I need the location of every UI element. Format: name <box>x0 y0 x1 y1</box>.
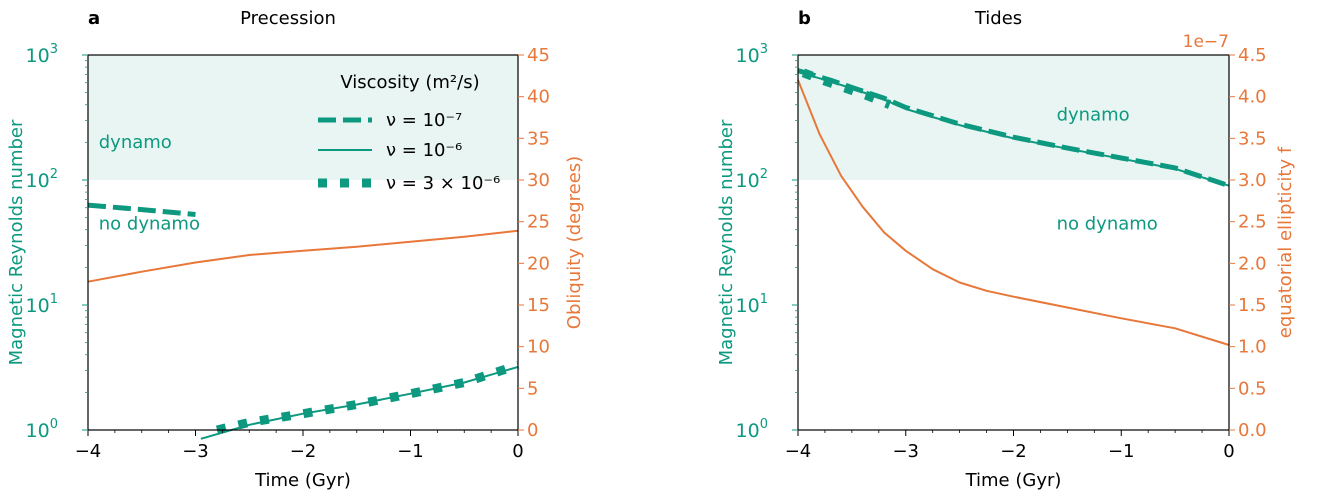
x-tick-label: −2 <box>290 441 317 462</box>
right-tick-label: 0.5 <box>1238 378 1267 399</box>
left-tick-label: 102 <box>26 167 58 192</box>
left-tick-label: 101 <box>26 292 58 317</box>
right-tick-label: 15 <box>527 295 550 316</box>
left-tick-label: 101 <box>736 292 768 317</box>
right-tick-label: 25 <box>527 212 550 233</box>
right-tick-label: 45 <box>527 45 550 66</box>
left-axis-ticks: 100 101 102 103 <box>26 42 88 442</box>
panel-label: b <box>798 8 811 29</box>
x-tick-label: −4 <box>785 441 812 462</box>
dynamo-region-shading <box>798 55 1229 180</box>
right-tick-label: 1.0 <box>1238 337 1267 358</box>
right-axis-label: equatorial ellipticity f <box>1275 146 1296 338</box>
series-line-orange-right <box>797 79 1230 346</box>
left-axis-label: Magnetic Reynolds number <box>6 119 27 365</box>
panel-title: Tides <box>974 8 1022 29</box>
series-line-orange-right <box>87 229 519 283</box>
no-dynamo-annotation: no dynamo <box>1057 214 1158 235</box>
x-tick-label: 0 <box>1223 441 1234 462</box>
no-dynamo-annotation: no dynamo <box>99 214 200 235</box>
right-tick-label: 4.0 <box>1238 87 1267 108</box>
left-tick-label: 102 <box>736 167 768 192</box>
panel-tides: −4 −3 −2 −1 0 100 101 102 103 0.0 0.5 1.0 1.5 2.0 2.… <box>716 8 1296 491</box>
right-tick-label: 0.0 <box>1238 420 1267 441</box>
legend-label: ν = 3 × 10⁻⁶ <box>386 173 500 194</box>
right-axis-offset-text: 1e−7 <box>1183 32 1229 52</box>
right-tick-label: 2.0 <box>1238 253 1267 274</box>
right-axis-label: Obliquity (degrees) <box>564 156 585 329</box>
right-tick-label: 20 <box>527 253 550 274</box>
x-tick-label: −4 <box>75 441 102 462</box>
x-tick-label: −1 <box>397 441 424 462</box>
series-line-solid <box>797 71 1230 187</box>
dynamo-annotation: dynamo <box>1057 104 1130 125</box>
right-tick-label: 35 <box>527 128 550 149</box>
right-tick-label: 3.5 <box>1238 128 1267 149</box>
x-tick-label: −2 <box>1000 441 1027 462</box>
legend-title: Viscosity (m²/s) <box>340 72 479 93</box>
right-tick-label: 40 <box>527 87 550 108</box>
right-tick-label: 1.5 <box>1238 295 1267 316</box>
series-line-dotted <box>801 68 892 109</box>
series-lines <box>797 68 1230 346</box>
series-line-solid <box>200 365 519 440</box>
panel-precession: −4 −3 −2 −1 0 100 101 102 103 0 5 10 15 20 25 30 35 40 4… <box>6 8 585 491</box>
left-tick-label: 103 <box>26 42 58 67</box>
right-axis-ticks: 0.0 0.5 1.0 1.5 2.0 2.5 3.0 3.5 4.0 4.5 <box>1229 45 1267 441</box>
dynamo-region-shading <box>88 55 518 180</box>
panel-title: Precession <box>240 8 336 29</box>
x-tick-label: 0 <box>512 441 523 462</box>
series-line-dotted <box>215 360 520 435</box>
left-tick-label: 100 <box>736 417 768 442</box>
left-axis-ticks: 100 101 102 103 <box>736 42 798 442</box>
legend-label: ν = 10⁻⁷ <box>386 110 462 131</box>
x-tick-label: −1 <box>1108 441 1135 462</box>
right-tick-label: 10 <box>527 337 550 358</box>
right-tick-label: 3.0 <box>1238 170 1267 191</box>
x-tick-label: −3 <box>182 441 209 462</box>
right-tick-label: 4.5 <box>1238 45 1267 66</box>
right-tick-label: 5 <box>527 378 538 399</box>
x-axis-label: Time (Gyr) <box>965 470 1062 491</box>
series-line-dashed <box>87 202 196 217</box>
x-axis-label: Time (Gyr) <box>254 470 351 491</box>
right-axis-ticks: 0 5 10 15 20 25 30 35 40 45 <box>518 45 550 441</box>
x-axis-ticks: −4 −3 −2 −1 0 <box>785 430 1235 462</box>
left-tick-label: 103 <box>736 42 768 67</box>
series-lines <box>87 202 520 440</box>
left-tick-label: 100 <box>26 417 58 442</box>
x-axis-ticks: −4 −3 −2 −1 0 <box>75 430 524 462</box>
legend-label: ν = 10⁻⁶ <box>386 140 462 161</box>
right-tick-label: 2.5 <box>1238 212 1267 233</box>
left-axis-label: Magnetic Reynolds number <box>716 119 737 365</box>
panel-label: a <box>88 8 100 29</box>
right-tick-label: 0 <box>527 420 538 441</box>
legend: Viscosity (m²/s) ν = 10⁻⁷ ν = 10⁻⁶ ν = 3… <box>318 72 500 194</box>
dynamo-annotation: dynamo <box>99 132 172 153</box>
right-tick-label: 30 <box>527 170 550 191</box>
x-tick-label: −3 <box>892 441 919 462</box>
